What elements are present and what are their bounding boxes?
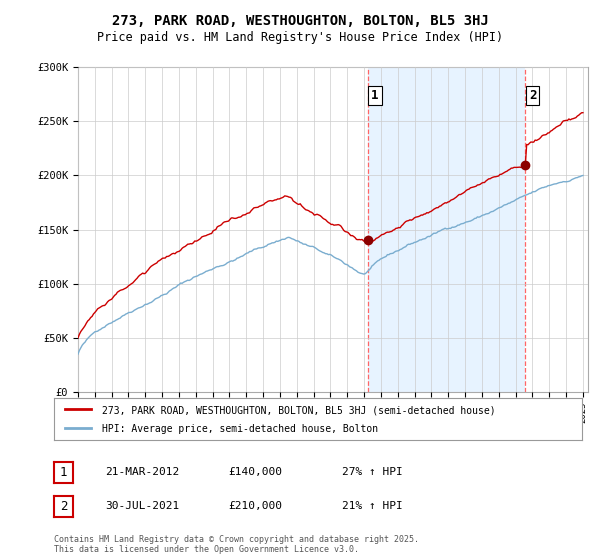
Text: £210,000: £210,000 [228, 501, 282, 511]
Text: 21-MAR-2012: 21-MAR-2012 [105, 467, 179, 477]
Text: 2: 2 [60, 500, 67, 513]
Text: 2: 2 [529, 89, 536, 102]
Text: HPI: Average price, semi-detached house, Bolton: HPI: Average price, semi-detached house,… [101, 424, 377, 433]
Text: 273, PARK ROAD, WESTHOUGHTON, BOLTON, BL5 3HJ (semi-detached house): 273, PARK ROAD, WESTHOUGHTON, BOLTON, BL… [101, 405, 495, 415]
Text: 273, PARK ROAD, WESTHOUGHTON, BOLTON, BL5 3HJ: 273, PARK ROAD, WESTHOUGHTON, BOLTON, BL… [112, 14, 488, 28]
Bar [368, 67, 526, 392]
Text: Contains HM Land Registry data © Crown copyright and database right 2025.
This d: Contains HM Land Registry data © Crown c… [54, 535, 419, 554]
Text: 30-JUL-2021: 30-JUL-2021 [105, 501, 179, 511]
Text: 1: 1 [60, 466, 67, 479]
Text: 1: 1 [371, 89, 379, 102]
Text: 21% ↑ HPI: 21% ↑ HPI [342, 501, 403, 511]
Text: £140,000: £140,000 [228, 467, 282, 477]
Text: 27% ↑ HPI: 27% ↑ HPI [342, 467, 403, 477]
Text: Price paid vs. HM Land Registry's House Price Index (HPI): Price paid vs. HM Land Registry's House … [97, 31, 503, 44]
